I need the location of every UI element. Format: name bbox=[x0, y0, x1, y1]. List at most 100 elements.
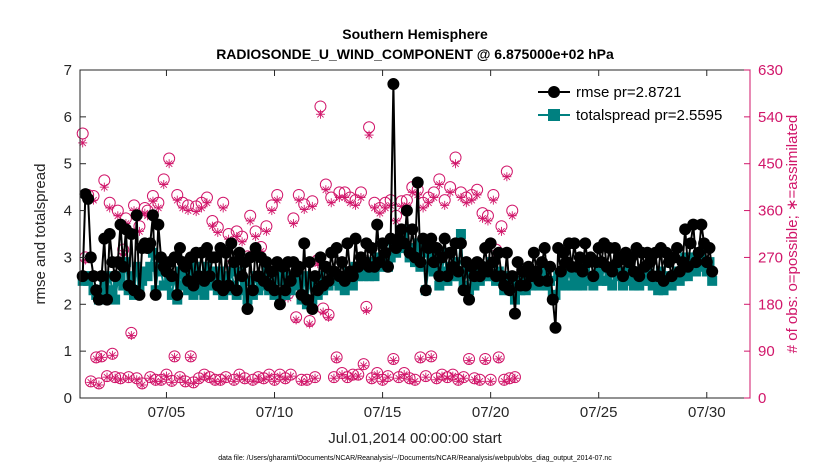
obs-assimilated-stroke bbox=[114, 212, 122, 220]
obs-assimilated-stroke bbox=[457, 194, 465, 202]
legend-rmse-label: rmse pr=2.8721 bbox=[576, 84, 681, 101]
obs-assimilated-marker bbox=[205, 373, 215, 383]
totalspread-point bbox=[369, 271, 380, 282]
y2-tick-label: 180 bbox=[758, 296, 783, 313]
obs-assimilated-stroke bbox=[111, 374, 119, 382]
totalspread-point bbox=[204, 280, 215, 291]
obs-assimilated-stroke bbox=[346, 199, 354, 207]
totalspread-point bbox=[245, 275, 256, 286]
rmse-point bbox=[557, 246, 570, 259]
obs-assimilated-stroke bbox=[460, 374, 468, 382]
totalspread-point bbox=[199, 289, 210, 300]
x-tick-label: 07/20 bbox=[472, 404, 510, 421]
obs-assimilated-marker bbox=[261, 226, 271, 236]
obs-assimilated-stroke bbox=[465, 357, 473, 364]
rmse-point bbox=[244, 251, 257, 264]
obs-assimilated-stroke bbox=[241, 376, 249, 384]
obs-assimilated-marker bbox=[505, 375, 515, 385]
rmse-point bbox=[503, 284, 516, 297]
obs-assimilated-stroke bbox=[368, 376, 376, 384]
obs-assimilated-stroke bbox=[398, 202, 405, 210]
obs-assimilated-marker bbox=[307, 201, 317, 211]
obs-assimilated-marker bbox=[286, 371, 296, 381]
obs-assimilated-marker bbox=[353, 371, 363, 381]
rmse-point bbox=[398, 237, 411, 250]
rmse-point bbox=[444, 246, 457, 259]
obs-assimilated-stroke bbox=[138, 381, 146, 389]
obs-assimilated-stroke bbox=[127, 332, 135, 339]
rmse-point bbox=[633, 270, 646, 283]
rmse-point bbox=[587, 270, 600, 283]
obs-assimilated-marker bbox=[275, 371, 285, 381]
totalspread-point bbox=[131, 261, 142, 272]
obs-assimilated-marker bbox=[110, 373, 120, 383]
rmse-point bbox=[209, 251, 222, 264]
obs-assimilated-stroke bbox=[500, 377, 508, 385]
obs-assimilated-marker bbox=[191, 207, 201, 217]
obs-assimilated-stroke bbox=[497, 227, 505, 235]
totalspread-point bbox=[569, 271, 580, 282]
totalspread-point bbox=[137, 275, 148, 286]
rmse-point bbox=[519, 279, 532, 292]
obs-assimilated-stroke bbox=[217, 377, 224, 385]
totalspread-point bbox=[385, 252, 396, 263]
obs-assimilated-stroke bbox=[287, 372, 295, 380]
obs-assimilated-stroke bbox=[479, 214, 487, 222]
obs-assimilated-marker bbox=[167, 377, 177, 387]
obs-assimilated-marker bbox=[369, 203, 379, 213]
obs-assimilated-stroke bbox=[100, 183, 108, 191]
totalspread-point bbox=[210, 266, 221, 277]
y-tick-label: 3 bbox=[64, 249, 72, 266]
totalspread-point bbox=[188, 289, 199, 300]
rmse-point bbox=[608, 242, 621, 255]
obs-assimilated-stroke bbox=[281, 376, 289, 384]
obs-assimilated-stroke bbox=[454, 377, 462, 385]
obs-assimilated-stroke bbox=[400, 371, 408, 379]
rmse-point bbox=[700, 256, 713, 269]
rmse-point bbox=[144, 237, 157, 250]
obs-assimilated-marker bbox=[237, 237, 247, 247]
obs-assimilated-marker bbox=[410, 376, 420, 386]
obs-assimilated-marker bbox=[180, 377, 190, 387]
obs-assimilated-stroke bbox=[195, 376, 203, 384]
obs-assimilated-marker bbox=[451, 159, 461, 169]
y2-tick-label: 0 bbox=[758, 390, 766, 407]
obs-assimilated-stroke bbox=[430, 194, 438, 202]
totalspread-point bbox=[347, 280, 358, 291]
obs-assimilated-stroke bbox=[373, 371, 381, 379]
obs-assimilated-stroke bbox=[189, 379, 197, 387]
obs-assimilated-stroke bbox=[246, 217, 254, 225]
obs-assimilated-marker bbox=[324, 312, 334, 322]
obs-assimilated-stroke bbox=[438, 372, 446, 380]
totalspread-point bbox=[193, 285, 204, 296]
obs-assimilated-marker bbox=[499, 376, 509, 386]
totalspread-point bbox=[145, 261, 156, 272]
obs-assimilated-stroke bbox=[425, 199, 432, 207]
rmse-point bbox=[508, 307, 521, 320]
obs-assimilated-marker bbox=[270, 376, 280, 386]
obs-assimilated-marker bbox=[480, 356, 490, 366]
obs-assimilated-stroke bbox=[481, 357, 489, 364]
obs-assimilated-stroke bbox=[441, 201, 449, 209]
totalspread-point bbox=[126, 271, 137, 282]
rmse-point bbox=[284, 274, 297, 287]
obs-assimilated-stroke bbox=[238, 238, 246, 246]
obs-assimilated-stroke bbox=[303, 377, 311, 385]
totalspread-point bbox=[201, 261, 212, 272]
obs-assimilated-marker bbox=[259, 375, 269, 385]
totalspread-point bbox=[191, 261, 202, 272]
obs-assimilated-marker bbox=[215, 376, 225, 386]
rmse-point bbox=[425, 232, 438, 245]
rmse-point bbox=[260, 256, 273, 269]
obs-assimilated-stroke bbox=[446, 188, 454, 196]
obs-assimilated-marker bbox=[332, 354, 342, 364]
obs-assimilated-stroke bbox=[470, 376, 478, 384]
obs-assimilated-stroke bbox=[335, 194, 343, 202]
obs-assimilated-stroke bbox=[360, 362, 368, 370]
obs-assimilated-stroke bbox=[484, 217, 492, 225]
obs-assimilated-marker bbox=[378, 376, 388, 386]
rmse-point bbox=[265, 265, 278, 278]
rmse-point bbox=[303, 256, 316, 269]
rmse-point bbox=[225, 237, 238, 250]
rmse-point bbox=[527, 246, 540, 259]
